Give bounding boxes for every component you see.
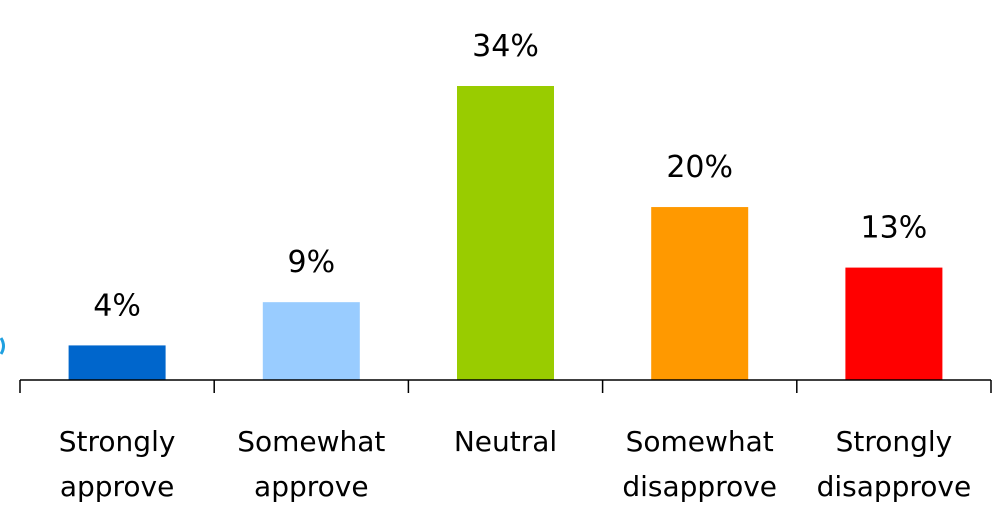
category-label-line: Somewhat	[237, 425, 385, 458]
bar	[68, 345, 166, 380]
category-label: Somewhat approve	[237, 425, 385, 503]
bar	[457, 86, 554, 380]
category-label-line: Strongly	[59, 425, 176, 458]
bar-value-label: 20%	[666, 150, 733, 185]
category-labels-group: Strongly approve Somewhat approve Neutral Som…	[59, 425, 971, 503]
bar	[262, 302, 360, 380]
category-label-line: approve	[254, 470, 369, 503]
bar-value-label: 34%	[472, 29, 539, 64]
bar	[651, 207, 749, 380]
category-label-line: Somewhat	[626, 425, 774, 458]
x-axis-ticks	[19, 380, 992, 393]
category-label-line: disapprove	[817, 470, 972, 503]
bar-value-label: 9%	[288, 245, 336, 280]
category-label: Neutral	[454, 425, 557, 458]
bar-value-label: 4%	[93, 288, 141, 323]
bar	[845, 267, 943, 380]
bar-value-label: 13%	[861, 211, 928, 246]
category-label-line: approve	[60, 470, 175, 503]
bars-group	[68, 86, 943, 380]
category-label: Strongly approve	[59, 425, 176, 503]
category-label: Strongly disapprove	[817, 425, 972, 503]
value-labels-group: 4% 9% 34% 20% 13%	[93, 29, 927, 323]
category-label-line: disapprove	[622, 470, 777, 503]
category-label-line: Neutral	[454, 425, 557, 458]
edge-mark	[0, 337, 5, 355]
category-label: Somewhat disapprove	[622, 425, 777, 503]
category-label-line: Strongly	[836, 425, 953, 458]
